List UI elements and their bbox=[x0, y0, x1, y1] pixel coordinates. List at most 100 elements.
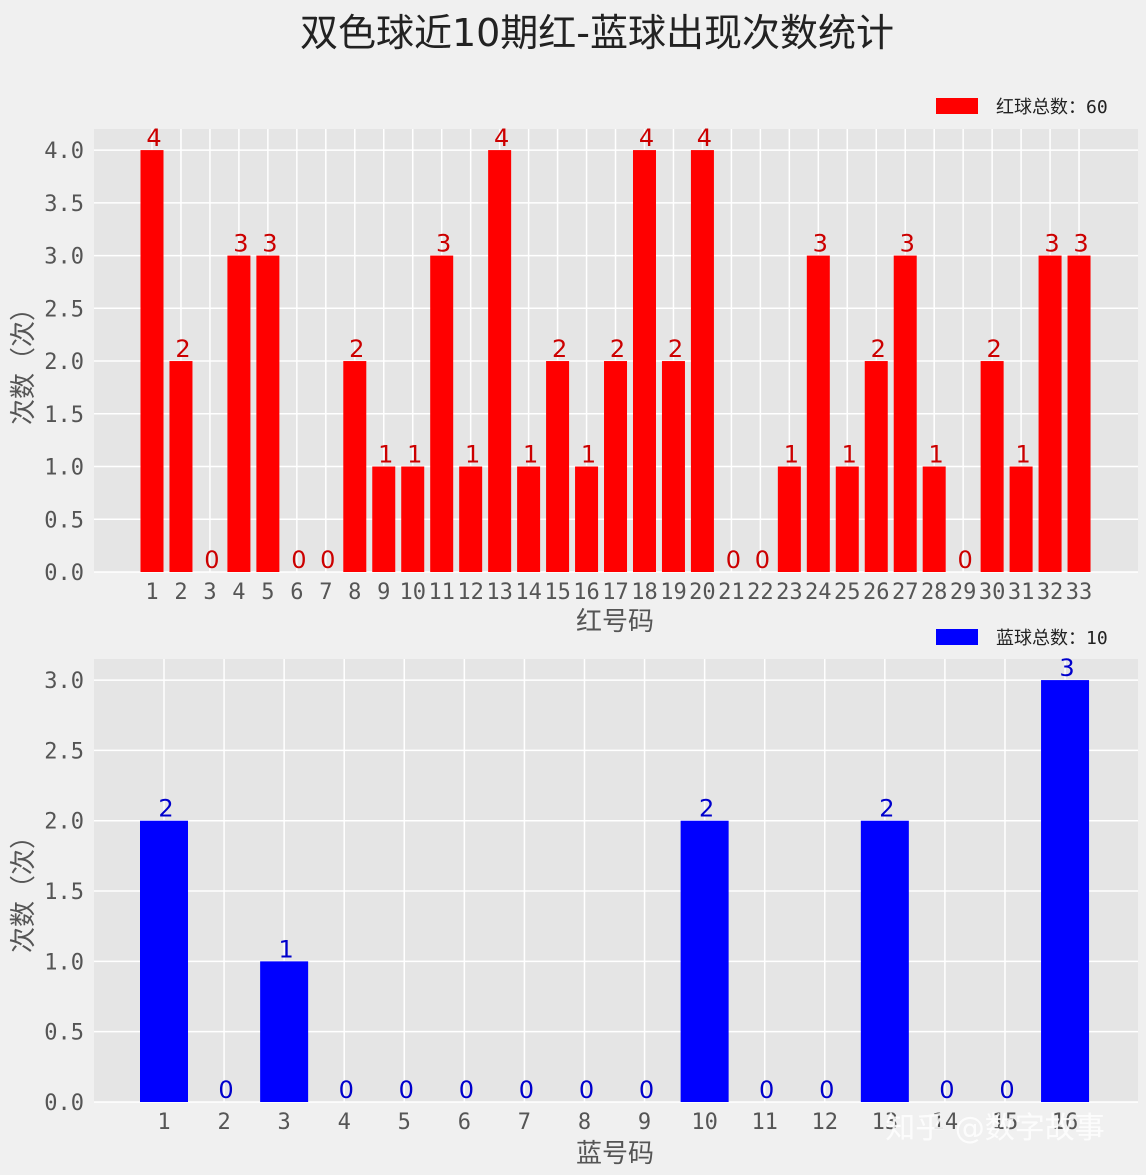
red-bar-value-label: 3 bbox=[1044, 230, 1059, 258]
blue-bar-value-label: 0 bbox=[339, 1076, 354, 1104]
red-x-tick-label: 21 bbox=[718, 580, 745, 605]
blue-bar bbox=[860, 820, 909, 1102]
red-x-tick-label: 12 bbox=[457, 580, 484, 605]
red-y-tick-label: 0.5 bbox=[44, 508, 84, 533]
blue-bar bbox=[260, 961, 309, 1102]
blue-legend-swatch bbox=[936, 629, 978, 645]
red-x-tick-label: 30 bbox=[979, 580, 1006, 605]
red-x-tick-label: 15 bbox=[544, 580, 571, 605]
red-y-tick-label: 2.5 bbox=[44, 297, 84, 322]
red-bar bbox=[1009, 466, 1033, 572]
red-bar-value-label: 2 bbox=[175, 335, 190, 363]
red-bar bbox=[140, 150, 164, 572]
blue-gridlines bbox=[94, 659, 1138, 1103]
red-bar-value-label: 0 bbox=[755, 546, 770, 574]
red-legend-label: 红球总数：60 bbox=[996, 97, 1108, 118]
blue-y-tick-label: 2.0 bbox=[44, 810, 84, 835]
red-x-tick-label: 19 bbox=[660, 580, 687, 605]
red-x-tick-label: 29 bbox=[950, 580, 977, 605]
red-y-tick-label: 3.5 bbox=[44, 192, 84, 217]
blue-bars: 2 0 1 0 0 0 0 0 0 2 0 0 2 0 0 3 bbox=[140, 654, 1090, 1104]
red-legend-swatch bbox=[936, 98, 978, 114]
red-x-tick-label: 28 bbox=[921, 580, 948, 605]
red-bar bbox=[488, 150, 512, 572]
red-x-tick-label: 22 bbox=[747, 580, 774, 605]
red-x-tick-label: 6 bbox=[290, 580, 303, 605]
watermark: 知乎 @数字故事 bbox=[885, 1111, 1105, 1146]
red-x-tick-label: 17 bbox=[602, 580, 629, 605]
red-bar-value-label: 3 bbox=[436, 230, 451, 258]
red-bar-value-label: 4 bbox=[697, 124, 712, 152]
blue-bar-value-label: 0 bbox=[819, 1076, 834, 1104]
red-bar bbox=[256, 255, 280, 573]
red-x-tick-label: 2 bbox=[174, 580, 187, 605]
blue-bar bbox=[680, 820, 729, 1102]
red-bar bbox=[777, 466, 801, 572]
blue-legend-label: 蓝球总数：10 bbox=[996, 628, 1108, 649]
red-bar-value-label: 3 bbox=[262, 230, 277, 258]
red-bar bbox=[980, 361, 1004, 572]
blue-y-tick-label: 3.0 bbox=[44, 669, 84, 694]
red-x-tick-label: 1 bbox=[145, 580, 158, 605]
blue-bar-value-label: 0 bbox=[399, 1076, 414, 1104]
red-bar-value-label: 0 bbox=[291, 546, 306, 574]
blue-bar bbox=[140, 820, 188, 1102]
red-bar bbox=[690, 150, 714, 572]
red-bar-value-label: 2 bbox=[552, 335, 567, 363]
red-bar-value-label: 1 bbox=[1015, 441, 1030, 469]
red-x-tick-label: 4 bbox=[232, 580, 245, 605]
red-bar bbox=[835, 466, 859, 572]
red-bar bbox=[632, 150, 656, 572]
red-bar bbox=[806, 255, 830, 573]
red-bar bbox=[459, 466, 483, 572]
blue-x-tick-label: 13 bbox=[872, 1110, 899, 1135]
red-bar-value-label: 2 bbox=[871, 335, 886, 363]
red-bar bbox=[401, 466, 425, 572]
blue-x-tick-label: 11 bbox=[751, 1110, 778, 1135]
red-bar bbox=[227, 255, 251, 573]
red-x-tick-label: 26 bbox=[863, 580, 890, 605]
red-bar-value-label: 3 bbox=[1073, 230, 1088, 258]
blue-x-tick-label: 7 bbox=[518, 1110, 531, 1135]
red-bar-value-label: 1 bbox=[842, 441, 857, 469]
red-y-tick-label: 2.0 bbox=[44, 350, 84, 375]
red-x-tick-label: 20 bbox=[689, 580, 716, 605]
red-bar-value-label: 2 bbox=[349, 335, 364, 363]
red-bar bbox=[893, 255, 917, 573]
blue-bar-value-label: 1 bbox=[278, 935, 293, 963]
red-y-tick-label: 4.0 bbox=[44, 139, 84, 164]
red-y-tick-label: 0.0 bbox=[44, 561, 84, 586]
blue-legend: 蓝球总数：10 bbox=[936, 628, 1108, 649]
blue-x-tick-label: 3 bbox=[278, 1110, 291, 1135]
red-bar bbox=[864, 361, 888, 572]
blue-x-tick-label: 14 bbox=[932, 1110, 959, 1135]
red-bar-value-label: 0 bbox=[726, 546, 741, 574]
red-bar-value-label: 2 bbox=[986, 335, 1001, 363]
red-bar-value-label: 1 bbox=[784, 441, 799, 469]
red-bar bbox=[343, 361, 367, 572]
blue-bar-value-label: 0 bbox=[218, 1076, 233, 1104]
red-legend: 红球总数：60 bbox=[936, 97, 1108, 118]
blue-x-tick-label: 2 bbox=[217, 1110, 230, 1135]
red-bar-value-label: 1 bbox=[378, 441, 393, 469]
red-bar-value-label: 0 bbox=[958, 546, 973, 574]
red-bar-value-label: 1 bbox=[929, 441, 944, 469]
red-x-tick-label: 16 bbox=[573, 580, 600, 605]
red-x-tick-label: 9 bbox=[377, 580, 390, 605]
blue-y-tick-label: 1.0 bbox=[44, 950, 84, 975]
blue-x-tick-label: 4 bbox=[338, 1110, 351, 1135]
red-bar-value-label: 1 bbox=[581, 441, 596, 469]
blue-x-tick-label: 1 bbox=[157, 1110, 170, 1135]
red-x-tick-label: 27 bbox=[892, 580, 919, 605]
red-y-tick-label: 1.5 bbox=[44, 403, 84, 428]
red-x-tick-label: 5 bbox=[261, 580, 274, 605]
red-bar bbox=[430, 255, 454, 573]
blue-bar bbox=[1041, 680, 1090, 1102]
red-bar bbox=[517, 466, 541, 572]
red-x-tick-label: 18 bbox=[631, 580, 658, 605]
blue-y-axis-label: 次数（次） bbox=[9, 823, 39, 953]
red-bar bbox=[546, 361, 570, 572]
